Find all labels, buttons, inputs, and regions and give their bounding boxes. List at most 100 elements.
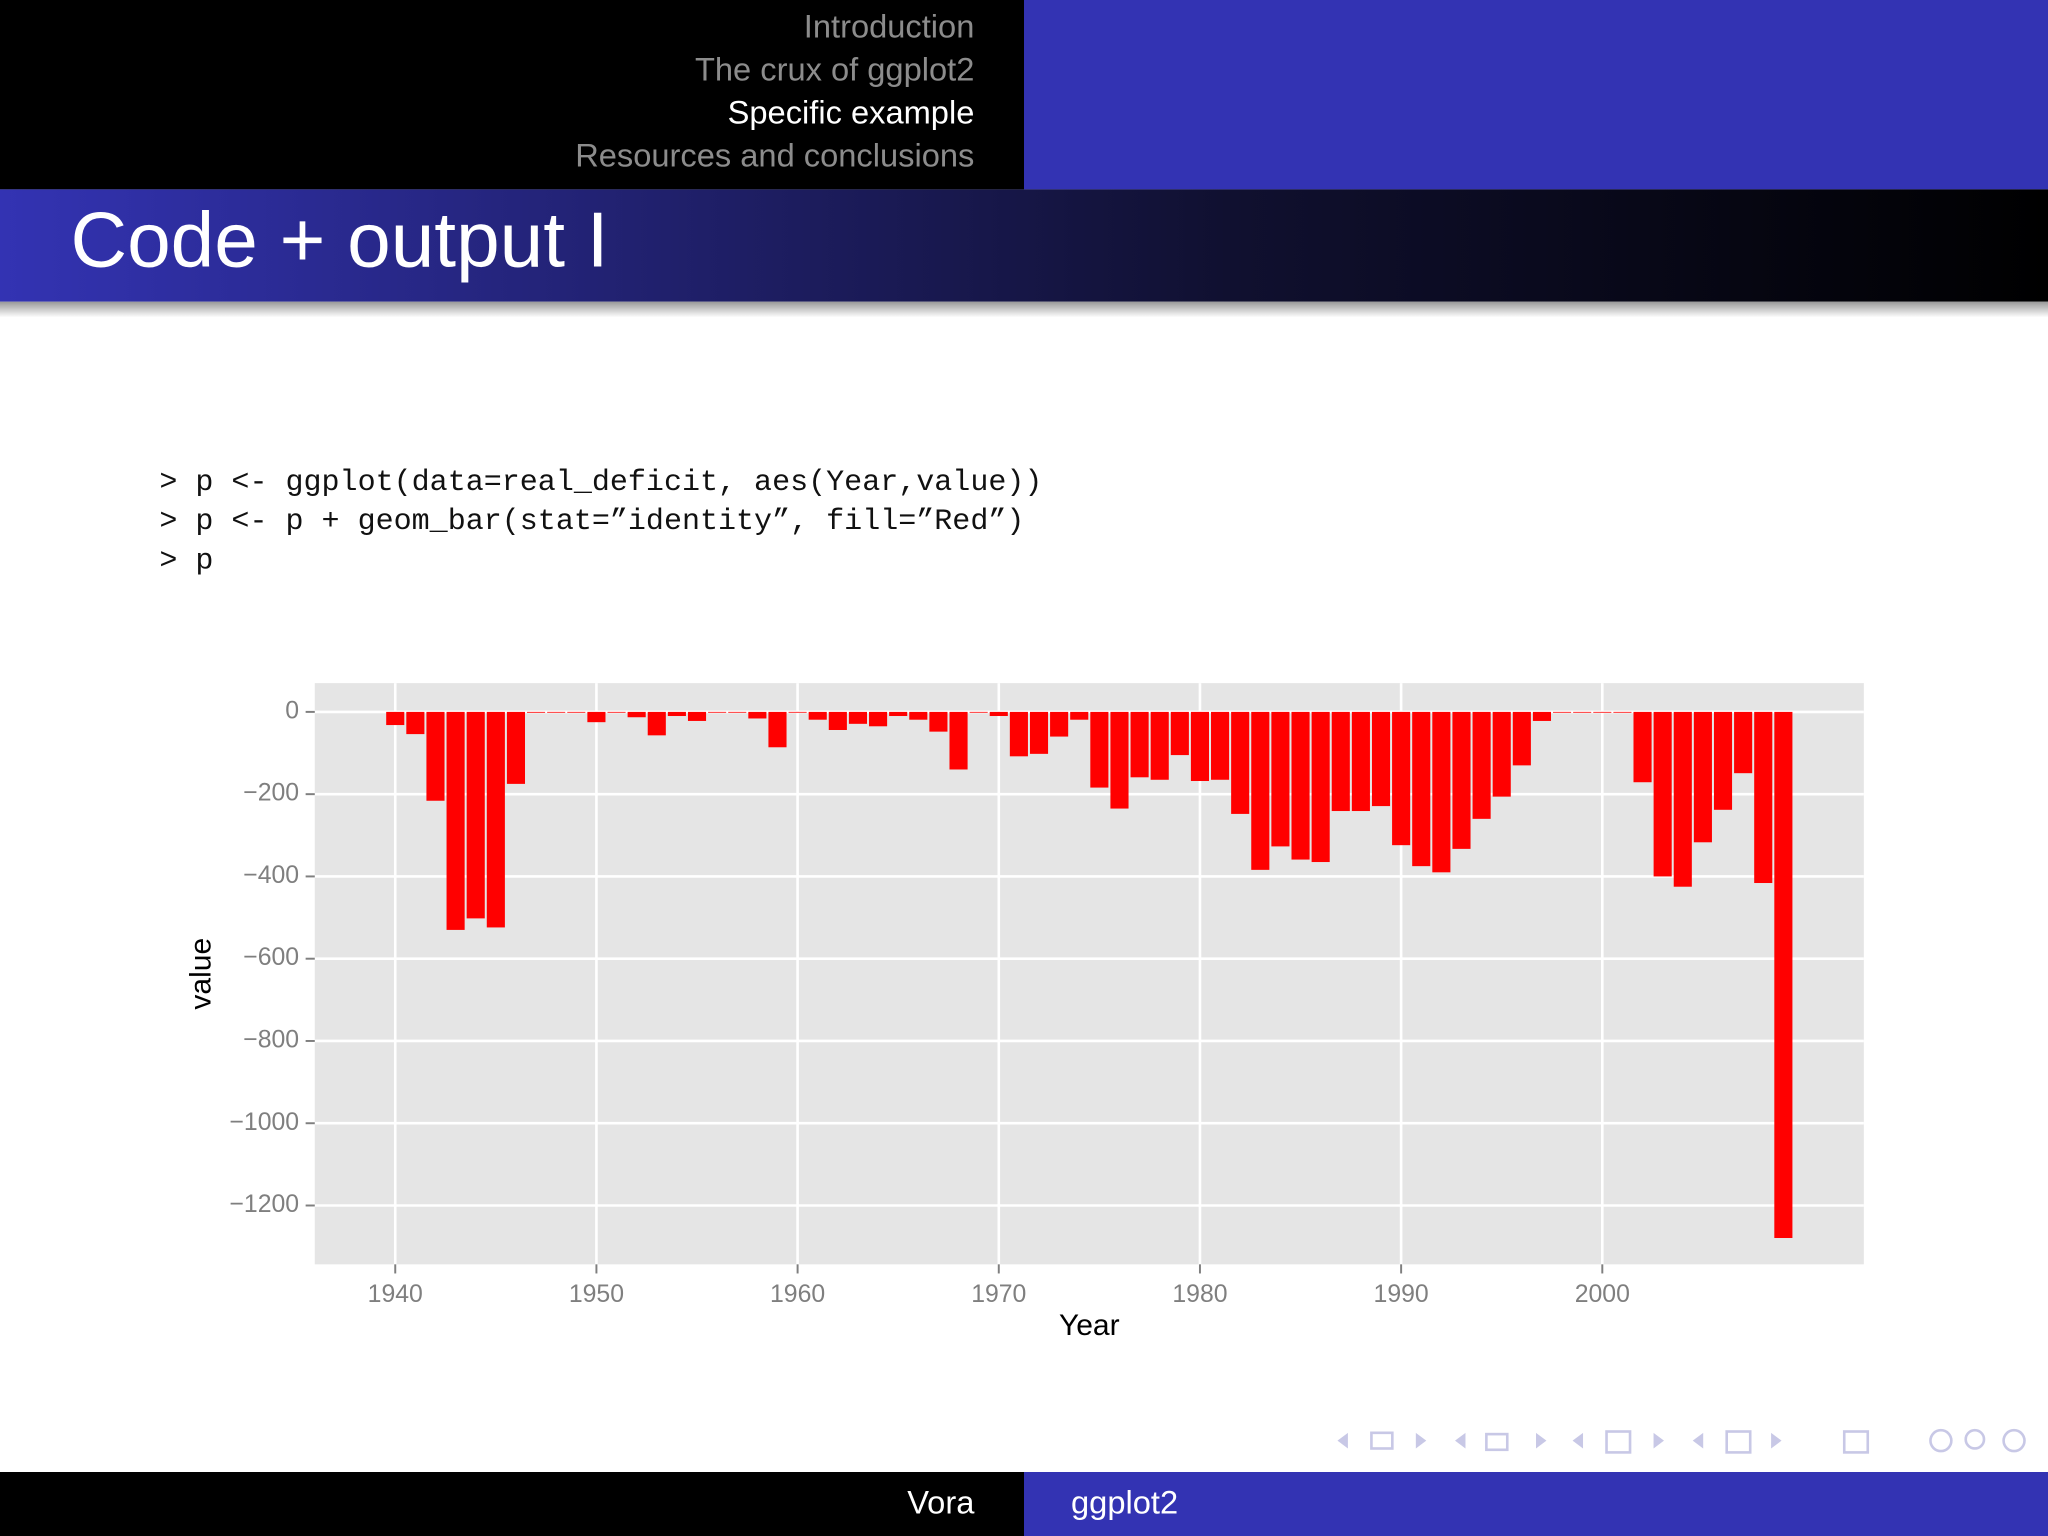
bar: [848, 711, 868, 724]
bar: [1311, 711, 1330, 863]
bar: [426, 711, 445, 801]
header-left: [0, 0, 1024, 190]
bar: [1251, 711, 1270, 870]
title-bar: [0, 189, 2048, 302]
bar: [386, 711, 405, 726]
bar: [1351, 711, 1370, 812]
bar: [1009, 711, 1028, 757]
bar: [1110, 711, 1129, 809]
y-tick-label: −1000: [229, 1109, 299, 1136]
title-shadow: [0, 301, 2048, 318]
bar: [687, 711, 707, 721]
chart: 0 −200 −400 −600 −800 −1000 −1200 1940 1950 1960 1…: [184, 683, 1864, 1342]
y-tick-label: 0: [285, 697, 299, 724]
bar: [1713, 711, 1733, 810]
section-link: Resources and conclusions: [575, 137, 974, 174]
bar: [506, 711, 526, 784]
bar: [929, 711, 948, 732]
header-right: [1024, 0, 2048, 190]
bar: [728, 711, 747, 713]
icon: [1771, 1432, 1782, 1449]
bar: [627, 711, 646, 718]
bar: [1593, 711, 1612, 713]
icon: [1337, 1432, 1348, 1449]
footer-left: [0, 1472, 1024, 1536]
bar: [1472, 711, 1491, 819]
bar: [1673, 711, 1692, 887]
bar: [1271, 711, 1290, 847]
bar: [667, 711, 686, 717]
bar: [708, 711, 727, 713]
nav-icons: [1337, 1428, 2026, 1454]
footer-author: Vora: [907, 1483, 975, 1520]
code-line: > p <- ggplot(data=real_deficit, aes(Yea…: [159, 466, 1042, 500]
slide-title: Code + output I: [71, 195, 609, 283]
bar: [1291, 711, 1310, 860]
bar: [587, 711, 606, 723]
bar: [808, 711, 827, 720]
bar: [1050, 711, 1069, 737]
bar: [466, 711, 485, 919]
bar: [1774, 711, 1793, 1239]
section-link: The crux of ggplot2: [695, 50, 974, 87]
bar: [1613, 711, 1632, 713]
bar: [1190, 711, 1210, 782]
bar: [1371, 711, 1391, 807]
bar: [889, 711, 908, 717]
icon: [1536, 1432, 1547, 1449]
bar: [1452, 711, 1471, 849]
bar: [1150, 711, 1169, 780]
bar: [1090, 711, 1109, 788]
code-line: > p <- p + geom_bar(stat=”identity”, fil…: [159, 505, 1024, 539]
x-tick-label: 1940: [368, 1281, 423, 1308]
icon: [1485, 1432, 1509, 1452]
x-axis-title: Year: [1059, 1309, 1120, 1342]
bar: [1211, 711, 1230, 780]
footer-talk: ggplot2: [1071, 1483, 1178, 1520]
bar: [949, 711, 968, 770]
bar: [527, 711, 546, 713]
icon: [1572, 1432, 1584, 1449]
bar: [828, 711, 847, 730]
icon: [1370, 1431, 1394, 1450]
y-tick-label: −600: [243, 944, 299, 971]
bar: [969, 711, 988, 713]
bar: [1070, 711, 1089, 720]
icon: [1455, 1432, 1466, 1449]
bar: [547, 711, 566, 713]
bar: [607, 711, 626, 713]
bar: [446, 711, 465, 930]
x-tick-label: 1950: [569, 1281, 624, 1308]
bar: [1130, 711, 1149, 778]
y-tick-label: −400: [243, 862, 299, 889]
x-tick-label: 2000: [1575, 1281, 1630, 1308]
bar: [1573, 711, 1592, 713]
bar: [788, 711, 807, 713]
icon: [1725, 1430, 1752, 1454]
bar: [1734, 711, 1753, 774]
plot-panel: [314, 683, 1864, 1265]
bar: [909, 711, 928, 720]
bar: [1170, 711, 1189, 756]
icon: [1842, 1430, 1870, 1454]
bar: [1392, 711, 1411, 846]
bar: [486, 711, 505, 928]
y-tick-label: −800: [243, 1027, 299, 1054]
icon: [1415, 1432, 1427, 1449]
bar: [768, 711, 787, 748]
x-tick-label: 1970: [971, 1281, 1026, 1308]
code-block: > p <- ggplot(data=real_deficit, aes(Yea…: [159, 466, 1042, 578]
bar: [1693, 711, 1712, 843]
section-link: Specific example: [728, 94, 975, 131]
bar: [1532, 711, 1552, 721]
icon: [1692, 1432, 1704, 1449]
bar: [869, 711, 888, 727]
icon: [1605, 1430, 1632, 1454]
bar: [406, 711, 425, 735]
bar: [1432, 711, 1451, 873]
bar: [1653, 711, 1672, 877]
x-tick-label: 1960: [770, 1281, 825, 1308]
bar: [989, 711, 1008, 717]
